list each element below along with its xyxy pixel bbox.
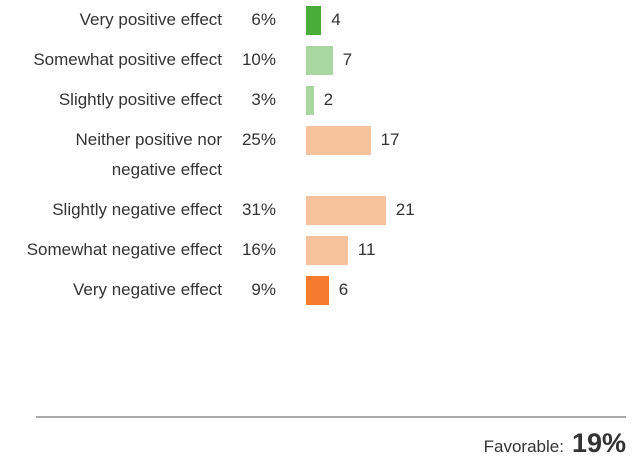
- bar-row: Very positive effect 6% 4: [0, 5, 636, 35]
- data-label: 6: [338, 280, 349, 299]
- percent-label: 6%: [251, 10, 276, 29]
- percent-label: 25%: [241, 130, 276, 149]
- data-label: 2: [323, 90, 334, 109]
- bar-row: Very negative effect 9% 6: [0, 275, 636, 305]
- category-label: Slightly positive effect: [58, 90, 222, 109]
- data-label: 7: [342, 50, 353, 69]
- percent-label: 9%: [251, 280, 276, 299]
- data-label: 17: [380, 130, 400, 149]
- data-label: 4: [331, 10, 341, 29]
- bar-row: Neither positive nor negative effect 25% 1…: [0, 125, 636, 185]
- bar: [306, 126, 371, 155]
- category-label: Very negative effect: [72, 280, 222, 299]
- data-label: 21: [395, 200, 415, 219]
- bar: [306, 46, 333, 75]
- bar: [306, 6, 322, 35]
- percent-label: 3%: [251, 90, 276, 109]
- bar: [306, 196, 386, 225]
- bar-row: Somewhat negative effect 16% 11: [0, 235, 636, 265]
- percent-label: 10%: [241, 50, 276, 69]
- footer: Favorable: 19%: [484, 428, 626, 459]
- bar-row: Slightly positive effect 3% 2: [0, 85, 636, 115]
- category-label: Somewhat negative effect: [26, 240, 222, 259]
- footer-label: Favorable:: [483, 437, 564, 456]
- bar: [306, 86, 314, 115]
- category-label: Slightly negative effect: [52, 200, 222, 219]
- rows: Very positive effect 6% 4 Somewhat positive…: [0, 5, 636, 315]
- bar-row: Slightly negative effect 31% 21: [0, 195, 636, 225]
- bar: [306, 236, 348, 265]
- percent-label: 31%: [241, 200, 276, 219]
- divider: [36, 416, 626, 418]
- category-label: Very positive effect: [79, 10, 222, 29]
- bar-row: Somewhat positive effect 10% 7: [0, 45, 636, 75]
- percent-label: 16%: [241, 240, 276, 259]
- category-label: Neither positive nor negative effect: [75, 130, 222, 179]
- data-label: 11: [357, 240, 376, 259]
- category-label: Somewhat positive effect: [33, 50, 222, 69]
- bar: [306, 276, 329, 305]
- footer-value: 19%: [571, 428, 626, 458]
